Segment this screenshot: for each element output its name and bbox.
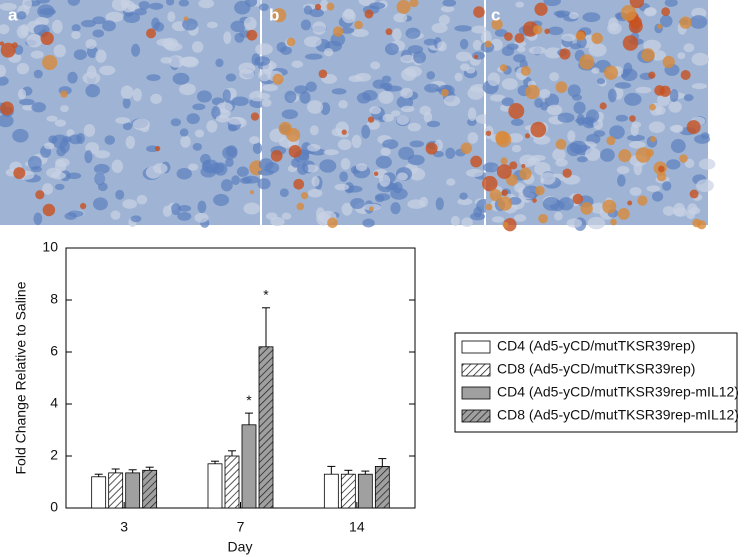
y-tick-label: 10 [42, 239, 58, 255]
significance-mark: * [263, 287, 269, 303]
bar [108, 472, 124, 509]
y-tick-label: 4 [50, 395, 58, 411]
bar [224, 455, 240, 509]
bar [207, 463, 223, 509]
legend-swatch [461, 386, 491, 400]
bar [125, 472, 141, 509]
panel-label: a [8, 5, 18, 24]
legend-swatch [461, 409, 491, 423]
bar [91, 476, 107, 509]
y-tick-label: 0 [50, 499, 58, 515]
x-tick-label: 3 [120, 519, 128, 535]
x-tick-label: 7 [237, 519, 245, 535]
panel-label: b [269, 5, 279, 24]
bar [340, 473, 356, 509]
bar [323, 473, 339, 509]
y-axis-label: Fold Change Relative to Saline [13, 281, 29, 474]
legend-swatch [461, 363, 491, 377]
y-tick-label: 2 [50, 447, 58, 463]
legend-swatch [461, 340, 491, 354]
bar [357, 473, 373, 509]
legend-label: CD8 (Ad5-yCD/mutTKSR39rep-mIL12) [497, 407, 739, 423]
bar [241, 424, 257, 509]
y-tick-label: 8 [50, 291, 58, 307]
legend-box [454, 332, 738, 433]
legend-label: CD4 (Ad5-yCD/mutTKSR39rep) [497, 338, 695, 354]
panel-label: c [491, 5, 500, 24]
y-tick-label: 6 [50, 343, 58, 359]
legend-label: CD4 (Ad5-yCD/mutTKSR39rep-mIL12) [497, 384, 739, 400]
legend-label: CD8 (Ad5-yCD/mutTKSR39rep) [497, 361, 695, 377]
x-tick-label: 14 [349, 519, 365, 535]
bar [374, 465, 390, 509]
significance-mark: * [246, 392, 252, 408]
bar [258, 346, 274, 509]
x-axis-label: Day [228, 539, 253, 555]
bar [142, 469, 158, 509]
